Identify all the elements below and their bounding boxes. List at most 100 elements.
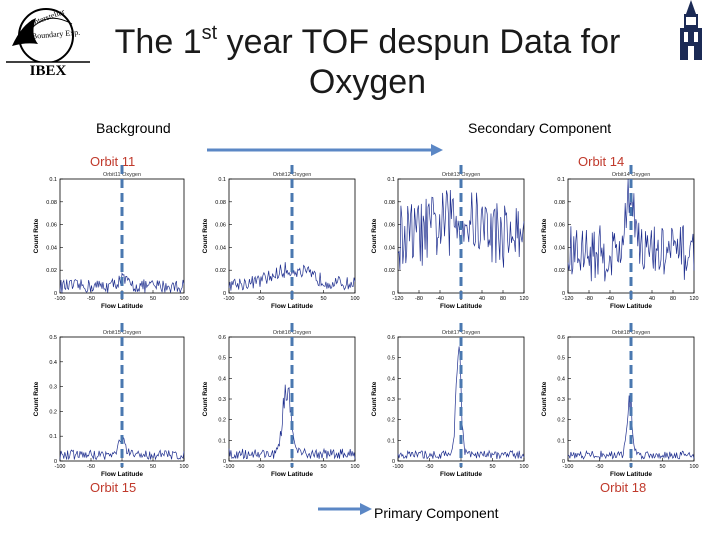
panel-7-ytick-label: 0 xyxy=(392,459,395,465)
panel-6-xtick-label: 50 xyxy=(320,464,326,470)
panel-1-ytick-label: 0.02 xyxy=(46,268,57,274)
panel-2-ytick-label: 0.06 xyxy=(215,223,226,229)
panel-6-ytick-label: 0.5 xyxy=(218,356,226,362)
background-label: Background xyxy=(96,120,171,136)
panel-1-ytick-label: 0.06 xyxy=(46,223,57,229)
panel-6-ytick-label: 0.6 xyxy=(218,335,226,341)
panel-1-ytick-label: 0 xyxy=(54,291,57,297)
panel-5-ytick-label: 0.3 xyxy=(49,385,57,391)
panel-4-xtick-label: 40 xyxy=(649,296,655,302)
panel-1-ytick-label: 0.08 xyxy=(46,200,57,206)
panel-7-xtick-label: 100 xyxy=(519,464,528,470)
panel-5-title: Orbit15 Oxygen xyxy=(103,330,142,336)
panel-4-series-line xyxy=(567,178,695,282)
panel-6-xtick-label: -100 xyxy=(223,464,234,470)
panel-4-ylabel: Count Rate xyxy=(541,218,548,253)
panel-5-xlabel: Flow Latitude xyxy=(101,471,143,478)
panel-8-xtick-label: 50 xyxy=(659,464,665,470)
panel-2-xtick-label: 100 xyxy=(350,296,359,302)
panel-1-ytick-label: 0.04 xyxy=(46,245,57,251)
panel-2-title: Orbit12 Oxygen xyxy=(273,172,312,178)
panel-3-ytick-label: 0.08 xyxy=(384,200,395,206)
panel-3-xlabel: Flow Latitude xyxy=(440,303,482,310)
ibex-logo-text: IBEX xyxy=(30,63,67,78)
panel-8-xlabel: Flow Latitude xyxy=(610,471,652,478)
university-tower-logo xyxy=(680,0,702,60)
panel-8-title: Orbit18 Oxygen xyxy=(612,330,651,336)
panel-8-ytick-label: 0 xyxy=(562,459,565,465)
panel-4-ytick-label: 0 xyxy=(562,291,565,297)
panel-3-ytick-label: 0.1 xyxy=(387,177,395,183)
panel-1-xlabel: Flow Latitude xyxy=(101,303,143,310)
panel-5-ytick-label: 0.5 xyxy=(49,335,57,341)
panel-2-ytick-label: 0.08 xyxy=(215,200,226,206)
panel-2-xtick-label: -100 xyxy=(223,296,234,302)
panel-3-xtick-label: 40 xyxy=(479,296,485,302)
panel-7-xtick-label: 50 xyxy=(489,464,495,470)
panel-1-ytick-label: 0.1 xyxy=(49,177,57,183)
panel-3-xtick-label: -120 xyxy=(392,296,403,302)
panel-7-ytick-label: 0.6 xyxy=(387,335,395,341)
panel-1-xtick-label: -50 xyxy=(87,296,95,302)
panel-5-xtick-label: -100 xyxy=(54,464,65,470)
primary-component-label: Primary Component xyxy=(374,505,499,521)
panel-5-ytick-label: 0.4 xyxy=(49,360,57,366)
panel-8-ytick-label: 0.4 xyxy=(557,376,565,382)
panel-7-ylabel: Count Rate xyxy=(371,381,378,416)
panel-8-ytick-label: 0.6 xyxy=(557,335,565,341)
panel-8-ytick-label: 0.3 xyxy=(557,397,565,403)
panel-6-ytick-label: 0.2 xyxy=(218,418,226,424)
panel-8-ylabel: Count Rate xyxy=(541,381,548,416)
panel-7-xtick-label: -100 xyxy=(392,464,403,470)
panel-5-ytick-label: 0.2 xyxy=(49,409,57,415)
panel-5-xtick-label: 100 xyxy=(179,464,188,470)
panel-1-title: Orbit11 Oxygen xyxy=(103,172,141,178)
secondary-arrow-icon xyxy=(207,144,443,156)
panel-7-title: Orbit17 Oxygen xyxy=(442,330,481,336)
panel-1-xtick-label: -100 xyxy=(54,296,65,302)
panel-6-xlabel: Flow Latitude xyxy=(271,471,313,478)
panel-7-xlabel: Flow Latitude xyxy=(440,471,482,478)
panel-3-xtick-label: -40 xyxy=(436,296,444,302)
panel-7-ytick-label: 0.3 xyxy=(387,397,395,403)
panel-3-ylabel: Count Rate xyxy=(371,218,378,253)
panel-8-xtick-label: -100 xyxy=(562,464,573,470)
panel-4-xtick-label: 80 xyxy=(670,296,676,302)
panel-2-ytick-label: 0.02 xyxy=(215,268,226,274)
slide-title: The 1st year TOF despun Data for Oxygen xyxy=(114,22,621,101)
panel-2-xlabel: Flow Latitude xyxy=(271,303,313,310)
panel-8-ytick-label: 0.2 xyxy=(557,418,565,424)
orbit-label-bl: Orbit 15 xyxy=(90,480,137,495)
panel-2-xtick-label: -50 xyxy=(257,296,265,302)
orbit-label-tl: Orbit 11 xyxy=(90,154,136,169)
panel-3-title: Orbit13 Oxygen xyxy=(442,172,481,178)
panel-3-ytick-label: 0.06 xyxy=(384,223,395,229)
panel-8-xtick-label: -50 xyxy=(596,464,604,470)
panel-1-ylabel: Count Rate xyxy=(33,218,40,253)
panel-4-ytick-label: 0.02 xyxy=(554,268,565,274)
panel-4-ytick-label: 0.06 xyxy=(554,223,565,229)
panel-8-ytick-label: 0.1 xyxy=(557,438,565,444)
panel-5-ytick-label: 0.1 xyxy=(49,434,57,440)
orbit-label-br: Orbit 18 xyxy=(600,480,647,495)
panel-3-ytick-label: 0 xyxy=(392,291,395,297)
ibex-logo: Interstellar Boundary Exp. IBEX xyxy=(2,7,94,78)
panel-4-title: Orbit14 Oxygen xyxy=(612,172,651,178)
panel-7-xtick-label: -50 xyxy=(426,464,434,470)
primary-arrow-icon xyxy=(318,503,372,515)
panel-2-ytick-label: 0.1 xyxy=(218,177,226,183)
panel-3-xtick-label: -80 xyxy=(415,296,423,302)
panel-6-ytick-label: 0.1 xyxy=(218,438,226,444)
svg-text:Boundary Exp.: Boundary Exp. xyxy=(31,28,80,41)
panel-2-ytick-label: 0 xyxy=(223,291,226,297)
panel-6-ytick-label: 0 xyxy=(223,459,226,465)
panel-7-ytick-label: 0.1 xyxy=(387,438,395,444)
panel-5-ytick-label: 0 xyxy=(54,459,57,465)
panel-1-xtick-label: 100 xyxy=(179,296,188,302)
panel-2-ytick-label: 0.04 xyxy=(215,245,226,251)
secondary-component-label: Secondary Component xyxy=(468,120,612,136)
panel-4-xtick-label: -40 xyxy=(606,296,614,302)
panel-3-xtick-label: 80 xyxy=(500,296,506,302)
panel-6-title: Orbit16 Oxygen xyxy=(273,330,312,336)
